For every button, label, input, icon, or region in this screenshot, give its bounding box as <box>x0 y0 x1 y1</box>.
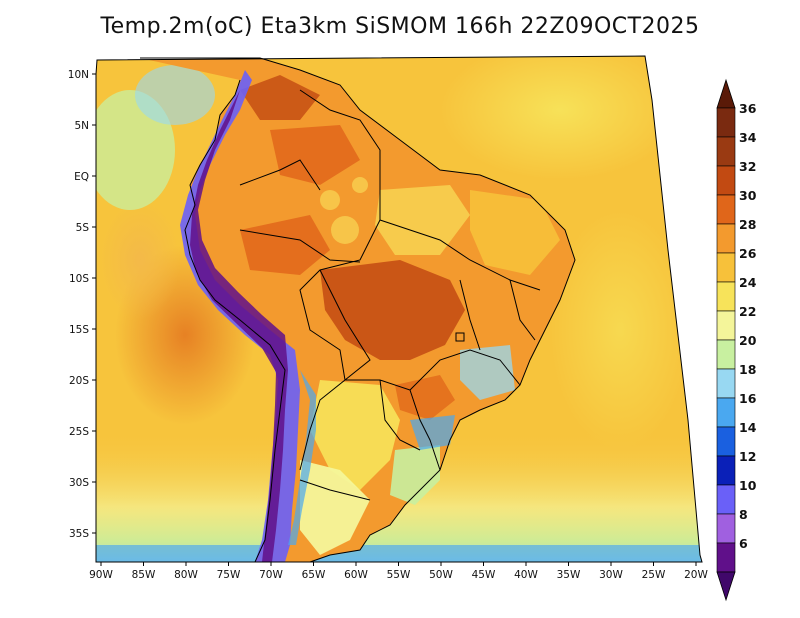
colorbar-label: 36 <box>739 101 757 116</box>
colorbar-label: 20 <box>739 333 757 348</box>
colorbar-label: 22 <box>739 304 756 319</box>
lon-tick-label: 85W <box>132 569 156 581</box>
lat-tick-label: 20S <box>69 375 89 387</box>
lon-tick-label: 45W <box>472 569 496 581</box>
lat-tick-label: 5S <box>76 222 90 234</box>
latitude-axis: 10N 5N EQ 5S 10S 15S 20S 25S 30S 35S <box>68 69 96 540</box>
lat-tick-label: 15S <box>69 324 89 336</box>
colorbar-swatch <box>716 368 736 399</box>
colorbar: 36 34 32 30 28 26 24 22 20 18 16 14 12 10 8 6 <box>716 78 757 602</box>
colorbar-label: 8 <box>739 507 748 522</box>
colorbar-label: 26 <box>739 246 757 261</box>
colorbar-label: 18 <box>739 362 756 377</box>
colorbar-label: 32 <box>739 159 756 174</box>
lon-tick-label: 75W <box>217 569 241 581</box>
colorbar-label: 6 <box>739 536 748 551</box>
colorbar-swatch <box>716 310 736 341</box>
colorbar-swatch <box>716 136 736 167</box>
longitude-axis: 90W 85W 80W 75W 70W 65W 60W 55W 50W 45W 40W 35W 30W 2… <box>89 562 708 581</box>
colorbar-swatch <box>716 223 736 254</box>
lat-tick-label: 25S <box>69 426 89 438</box>
colorbar-label: 12 <box>739 449 756 464</box>
lon-tick-label: 55W <box>387 569 411 581</box>
colorbar-bottom-arrow <box>716 571 736 602</box>
colorbar-label: 30 <box>739 188 757 203</box>
colorbar-label: 28 <box>739 217 756 232</box>
colorbar-swatch <box>716 252 736 283</box>
colorbar-top-arrow <box>716 78 736 109</box>
colorbar-swatch <box>716 281 736 312</box>
lat-tick-label: EQ <box>74 171 89 183</box>
colorbar-label: 16 <box>739 391 757 406</box>
colorbar-swatch <box>716 194 736 225</box>
lon-tick-label: 60W <box>344 569 368 581</box>
colorbar-swatch <box>716 397 736 428</box>
country-borders <box>140 57 576 563</box>
map-title: Temp.2m(oC) Eta3km SiSMOM 166h 22Z09OCT2… <box>100 14 700 39</box>
lon-tick-label: 70W <box>259 569 283 581</box>
lat-tick-label: 5N <box>74 120 89 132</box>
lon-tick-label: 20W <box>684 569 708 581</box>
lon-tick-label: 30W <box>599 569 623 581</box>
lat-tick-label: 10N <box>68 69 89 81</box>
lon-tick-label: 80W <box>174 569 198 581</box>
colorbar-swatch <box>716 107 736 138</box>
lon-tick-label: 25W <box>642 569 666 581</box>
lon-tick-label: 90W <box>89 569 113 581</box>
colorbar-swatch <box>716 339 736 370</box>
lat-tick-label: 30S <box>69 477 89 489</box>
lon-tick-label: 65W <box>302 569 326 581</box>
colorbar-label: 24 <box>739 275 757 290</box>
lon-tick-label: 50W <box>429 569 453 581</box>
temperature-field <box>96 56 702 562</box>
colorbar-swatch <box>716 455 736 486</box>
colorbar-swatch <box>716 542 736 573</box>
colorbar-label: 14 <box>739 420 757 435</box>
colorbar-swatch <box>716 484 736 515</box>
lon-tick-label: 35W <box>557 569 581 581</box>
colorbar-label: 10 <box>739 478 757 493</box>
colorbar-swatch <box>716 513 736 544</box>
colorbar-swatch <box>716 426 736 457</box>
lat-tick-label: 10S <box>69 273 89 285</box>
lon-tick-label: 40W <box>514 569 538 581</box>
lat-tick-label: 35S <box>69 528 89 540</box>
colorbar-swatch <box>716 165 736 196</box>
colorbar-label: 34 <box>739 130 757 145</box>
